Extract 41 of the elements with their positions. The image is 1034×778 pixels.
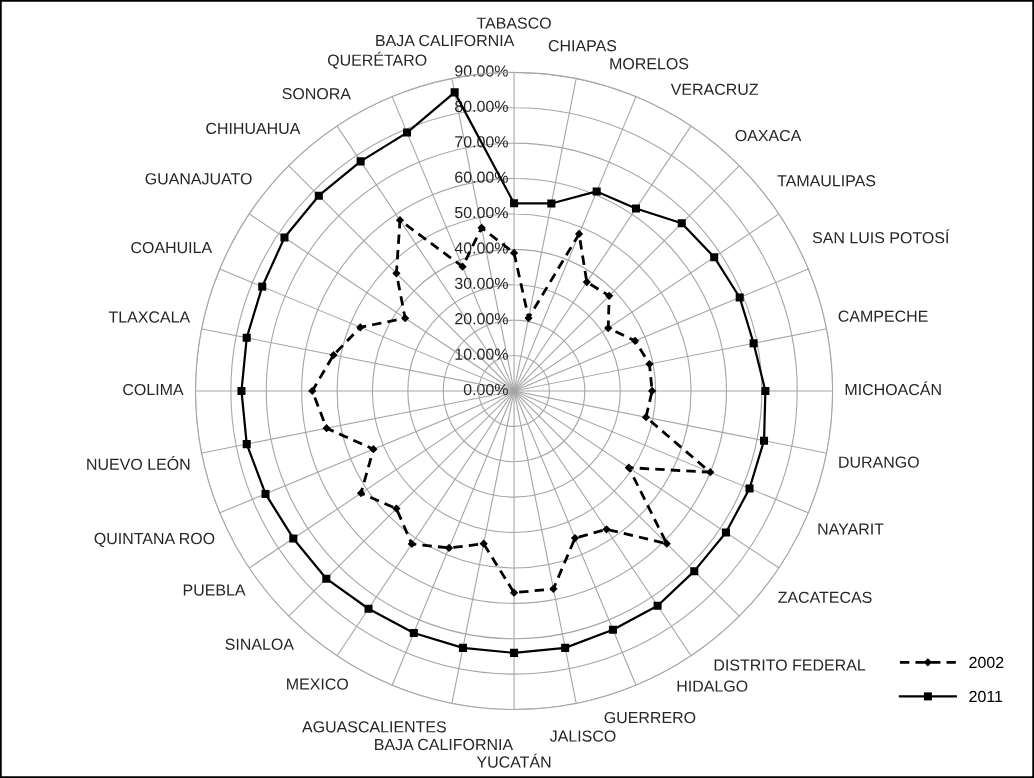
y-tick-label: 0.00%: [463, 383, 508, 396]
spoke-label: OAXACA: [735, 129, 802, 142]
spoke-label: SINALOA: [225, 638, 294, 650]
spoke-label: QUERÉTARO: [327, 51, 427, 69]
legend-label: 2002: [969, 656, 1004, 669]
spoke-label: NUEVO LEÓN: [87, 455, 190, 470]
legend-label: 2011: [969, 690, 1003, 703]
spoke-label: YUCATÁN: [476, 753, 551, 768]
y-tick-label: 20.00%: [455, 313, 508, 325]
spoke-label: JALISCO: [549, 730, 616, 742]
spoke-label: TAMAULIPAS: [777, 175, 876, 187]
spoke-label: COLIMA: [123, 383, 184, 396]
y-tick-label: 30.00%: [454, 277, 508, 290]
spoke-label: GUANAJUATO: [145, 173, 252, 185]
spoke-label: MICHOACÁN: [845, 381, 941, 396]
spoke-label: VERACRUZ: [670, 83, 759, 96]
spoke-label: PUEBLA: [183, 584, 246, 596]
spoke-label: DISTRITO FEDERAL: [714, 659, 866, 671]
spoke-label: TLAXCALA: [108, 311, 191, 323]
y-tick-label: 50.00%: [454, 206, 508, 219]
spoke-label: TABASCO: [476, 17, 551, 29]
spoke-label: NAYARIT: [818, 523, 884, 535]
spoke-label: AGUASCALIENTES: [302, 721, 446, 733]
spoke-label: QUINTANA ROO: [94, 532, 215, 548]
spoke-label: BAJA CALIFORNIA: [376, 34, 515, 47]
y-tick-label: 10.00%: [455, 348, 508, 360]
spoke-label: HIDALGO: [677, 680, 748, 692]
y-tick-label: 40.00%: [454, 242, 508, 254]
spoke-label: COAHUILA: [131, 241, 213, 254]
spoke-label: ZACATECAS: [778, 591, 872, 603]
spoke-label: MEXICO: [287, 678, 349, 690]
spoke-label: BAJA CALIFORNIA: [375, 738, 514, 751]
spoke-label: MORELOS: [610, 58, 689, 70]
spoke-label: CHIHUAHUA: [206, 122, 301, 135]
spoke-label: DURANGO: [839, 456, 919, 468]
spoke-label: CHIAPAS: [548, 40, 617, 52]
y-tick-label: 90.00%: [455, 65, 508, 77]
spoke-label: CAMPECHE: [838, 310, 928, 322]
spoke-label: SAN LUIS POTOSÍ: [812, 229, 950, 244]
spoke-label: SONORA: [282, 88, 351, 100]
spoke-label: GUERRERO: [604, 711, 696, 724]
